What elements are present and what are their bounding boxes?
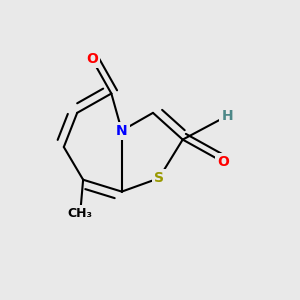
Text: CH₃: CH₃ [68,207,93,220]
Text: H: H [221,109,233,123]
Text: S: S [154,171,164,185]
Text: O: O [86,52,98,66]
Text: O: O [217,155,229,169]
Text: N: N [116,124,128,138]
